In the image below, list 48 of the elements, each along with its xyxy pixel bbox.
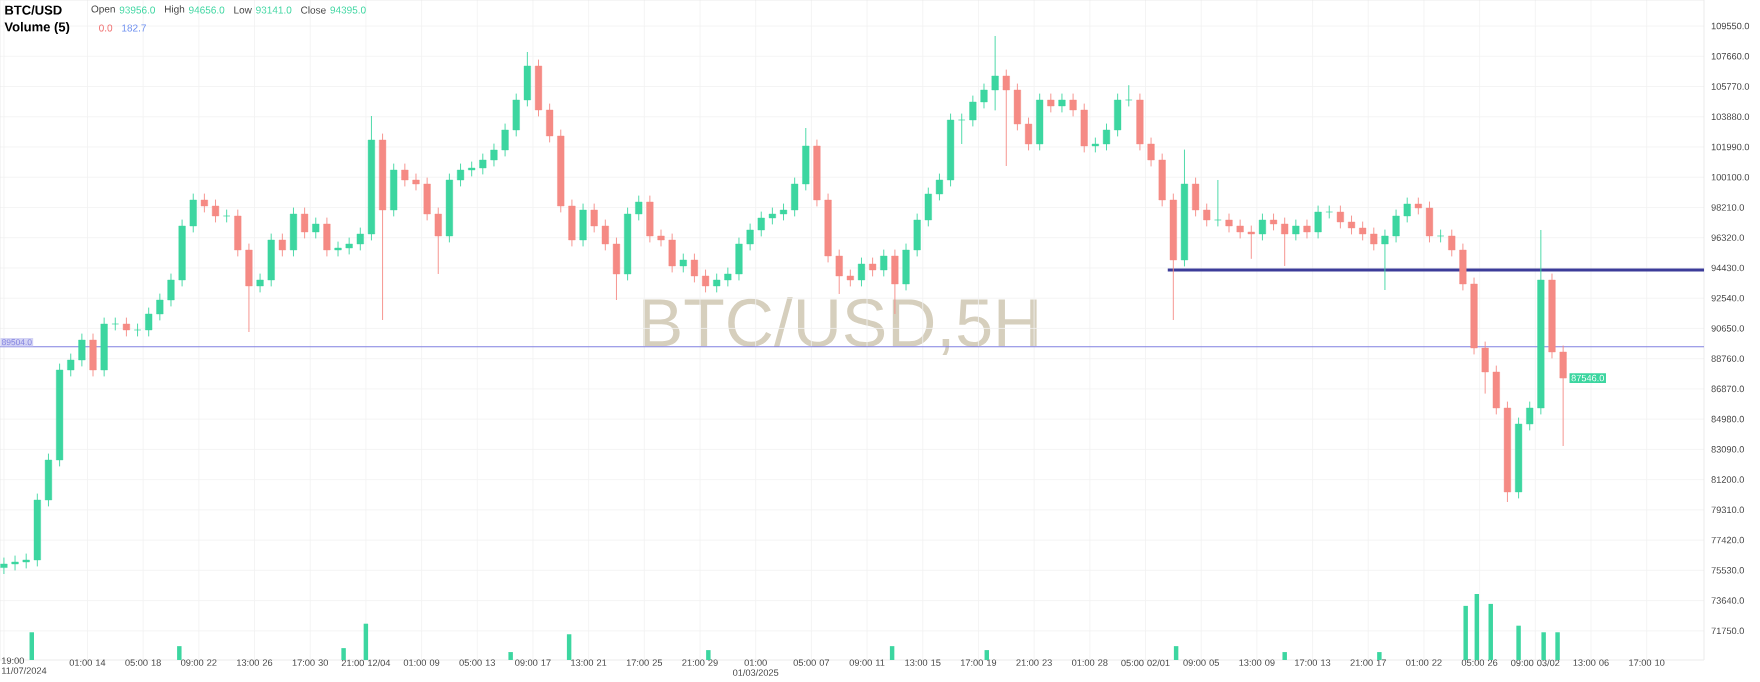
candlestick xyxy=(1102,123,1111,151)
candlestick xyxy=(1336,205,1344,229)
bar xyxy=(1377,652,1382,660)
bar xyxy=(508,652,513,660)
bar xyxy=(341,648,346,660)
bar xyxy=(1474,594,1480,660)
candlestick xyxy=(1036,93,1044,151)
candlestick xyxy=(1292,219,1300,241)
candlestick xyxy=(880,249,888,277)
bar xyxy=(1463,605,1468,660)
candlestick xyxy=(1047,93,1055,113)
candlestick xyxy=(200,193,208,213)
bar xyxy=(1555,632,1560,660)
candlestick xyxy=(89,333,97,377)
bar xyxy=(889,646,895,660)
bar xyxy=(177,646,182,660)
candlestick xyxy=(679,253,687,273)
candlestick xyxy=(579,203,587,247)
candlestick xyxy=(690,253,698,283)
bar xyxy=(1173,646,1179,660)
candlestick xyxy=(1058,93,1066,113)
candlestick xyxy=(390,163,398,217)
candlestick xyxy=(100,317,108,377)
bar xyxy=(1516,625,1521,660)
candlestick xyxy=(211,199,220,223)
candlestick xyxy=(323,217,331,257)
candlestick xyxy=(301,207,309,239)
candlestick xyxy=(1303,219,1311,239)
bar xyxy=(1488,603,1493,660)
bar xyxy=(566,634,572,660)
candlestick xyxy=(857,257,866,287)
candlestick xyxy=(1214,179,1222,227)
candlestick xyxy=(702,269,710,293)
candlestick xyxy=(534,59,543,117)
candlestick xyxy=(289,207,298,257)
bar xyxy=(1282,652,1287,660)
bar xyxy=(706,650,711,660)
bar xyxy=(984,650,989,660)
bar xyxy=(1541,632,1546,660)
candlestick xyxy=(1314,205,1322,239)
candlestick xyxy=(1258,213,1266,241)
candlestick xyxy=(869,257,877,277)
bar xyxy=(29,632,34,660)
candlestick xyxy=(278,233,286,257)
text: BTC/USD,5H xyxy=(643,297,1037,355)
candlestick xyxy=(122,317,130,337)
candlestick xyxy=(1025,117,1033,151)
candlestick xyxy=(312,217,320,239)
